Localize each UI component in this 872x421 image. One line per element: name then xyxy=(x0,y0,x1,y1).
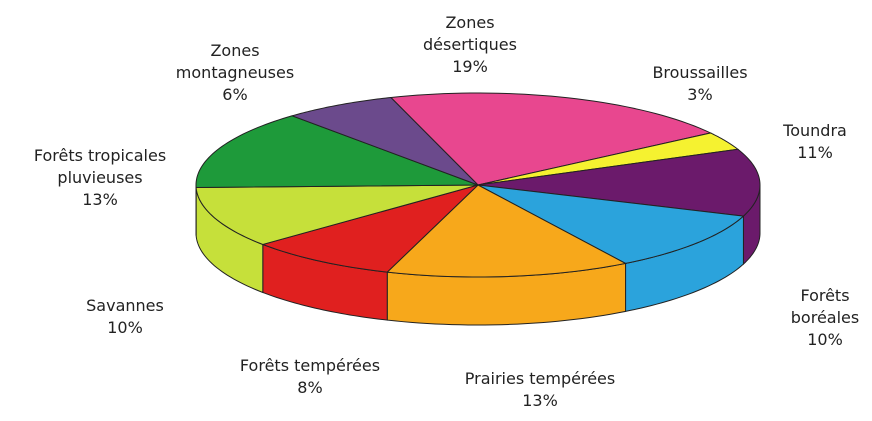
value-label: 11% xyxy=(797,143,833,162)
value-label: 10% xyxy=(107,318,143,337)
category-name: Forêts tempérées xyxy=(239,356,381,375)
category-name: Zones montagneuses xyxy=(175,41,295,82)
slice xyxy=(195,184,479,245)
slice-label: Zones montagneuses 6% xyxy=(165,40,305,106)
value-label: 19% xyxy=(452,57,488,76)
slice xyxy=(386,184,628,278)
slice xyxy=(389,92,713,186)
value-label: 13% xyxy=(522,391,558,410)
slice xyxy=(477,132,740,186)
slice xyxy=(195,115,479,188)
value-label: 6% xyxy=(222,85,248,104)
category-name: Prairies tempérées xyxy=(464,369,616,388)
category-name: Forêts tropicales pluvieuses xyxy=(33,146,167,187)
category-name: Savannes xyxy=(86,296,164,315)
slice-label: Savannes 10% xyxy=(65,295,185,339)
slice xyxy=(261,184,479,273)
slice-label: Toundra 11% xyxy=(760,120,870,164)
category-name: Forêts boréales xyxy=(790,286,860,327)
slice-label: Prairies tempérées 13% xyxy=(420,368,660,412)
value-label: 3% xyxy=(687,85,713,104)
slice-label: Broussailles 3% xyxy=(625,62,775,106)
value-label: 13% xyxy=(82,190,118,209)
category-name: Broussailles xyxy=(652,63,748,82)
slice xyxy=(477,148,761,217)
slice-label: Forêts boréales 10% xyxy=(780,285,870,351)
value-label: 10% xyxy=(807,330,843,349)
value-label: 8% xyxy=(297,378,323,397)
category-name: Toundra xyxy=(783,121,847,140)
slice-label: Zones désertiques 19% xyxy=(410,12,530,78)
slice-label: Forêts tropicales pluvieuses 13% xyxy=(0,145,200,211)
slice-label: Forêts tempérées 8% xyxy=(205,355,415,399)
slice xyxy=(477,184,745,264)
category-name: Zones désertiques xyxy=(423,13,517,54)
slice xyxy=(290,96,479,186)
